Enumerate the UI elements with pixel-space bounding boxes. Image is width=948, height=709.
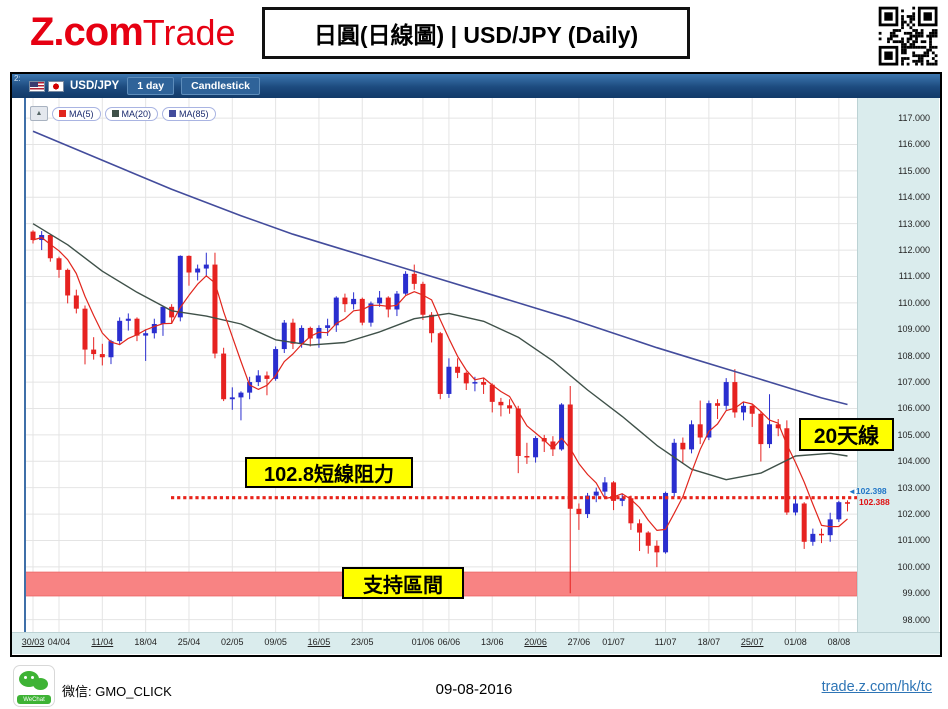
x-axis-label: 01/07 [602, 637, 625, 647]
x-axis-label: 25/07 [740, 637, 764, 647]
legend-collapse-button[interactable]: ▲ [30, 106, 48, 121]
chart-plot[interactable] [23, 98, 858, 632]
x-axis-label: 08/08 [827, 637, 851, 647]
ma20-annotation-text: 20天線 [813, 424, 880, 448]
y-axis-label: 106.000 [897, 403, 930, 414]
x-axis-label: 18/07 [697, 637, 721, 647]
page-title-text: 日圓(日線圖) | USD/JPY (Daily) [313, 22, 639, 48]
ma5-swatch-icon [59, 110, 66, 117]
x-axis-label: 09/05 [264, 637, 287, 647]
y-axis-label: 101.000 [897, 535, 930, 546]
x-axis-label: 13/06 [480, 637, 504, 647]
wechat-account-label: 微信: GMO_CLICK [62, 684, 172, 699]
support-annotation: 支持區間 [342, 567, 464, 599]
price-tag-last: 102.388 [859, 497, 890, 507]
x-axis-label: 02/05 [221, 637, 244, 647]
wechat-eye [24, 676, 27, 679]
y-axis-label: 105.000 [897, 429, 930, 440]
y-axis-label: 111.000 [898, 271, 930, 282]
y-axis-label: 113.000 [898, 218, 930, 229]
pair-label: USD/JPY [70, 80, 120, 92]
x-axis-label: 30/03 [21, 637, 45, 647]
date-axis: 30/03 04/04 11/04 18/04 25/04 02/05 09/05 16/05… [12, 632, 940, 654]
logo-z: Z.com [30, 10, 144, 54]
y-axis-label: 109.000 [897, 324, 930, 335]
y-axis-label: 98.000 [902, 614, 930, 625]
us-flag-icon [29, 80, 45, 92]
timeframe-tab[interactable]: 1 day [127, 77, 175, 95]
y-axis-label: 114.000 [898, 192, 930, 203]
y-axis-label: 116.000 [898, 139, 930, 150]
y-axis-label: 100.000 [897, 561, 930, 572]
chart-toolbar: 2: USD/JPY 1 day Candlestick [12, 74, 940, 98]
x-axis-label: 25/04 [177, 637, 201, 647]
x-axis-label: 11/04 [91, 637, 114, 647]
x-axis-label: 06/06 [437, 637, 461, 647]
jp-flag-icon [48, 80, 64, 92]
price-tag-bid: ◄102.398 [848, 486, 887, 496]
x-axis-label: 27/06 [567, 637, 591, 647]
ma20-annotation: 20天線 [799, 418, 894, 451]
pair-selector[interactable]: USD/JPY [26, 80, 127, 92]
resistance-annotation-text: 102.8短線阻力 [263, 464, 395, 486]
ma85-swatch-icon [169, 110, 177, 117]
y-axis-label: 103.000 [897, 482, 930, 493]
x-axis-label: 23/05 [351, 637, 374, 647]
ma85-legend-pill[interactable]: MA(85) [162, 106, 216, 121]
trade-link[interactable]: trade.z.com/hk/tc [821, 679, 932, 695]
y-axis-label: 112.000 [898, 245, 930, 256]
wechat-badge: WeChat [17, 695, 51, 704]
x-axis-label: 16/05 [307, 637, 331, 647]
wechat-eye [31, 676, 34, 679]
ma20-swatch-icon [111, 110, 119, 117]
y-axis-label: 107.000 [897, 377, 930, 388]
ma5-legend-pill[interactable]: MA(5) [52, 106, 101, 121]
candlestick-canvas[interactable] [23, 98, 858, 632]
y-axis-label: 115.000 [898, 165, 930, 176]
report-date: 09-08-2016 [435, 681, 513, 698]
logo-trade: Trade [142, 12, 236, 53]
y-axis-label: 110.000 [898, 297, 930, 308]
y-axis-label: 99.000 [902, 588, 930, 599]
wechat-bubble-small [33, 678, 48, 690]
ma5-label: MA(5) [69, 108, 94, 119]
x-axis-label: 01/06 [411, 637, 435, 647]
x-axis-label: 20/06 [524, 637, 547, 647]
x-axis-label: 18/04 [134, 637, 157, 647]
chart-type-tab[interactable]: Candlestick [181, 77, 261, 95]
y-axis-label: 117.000 [898, 113, 930, 124]
ma20-legend-pill[interactable]: MA(20) [104, 106, 159, 121]
page-title: 日圓(日線圖) | USD/JPY (Daily) [262, 7, 690, 59]
x-axis-label: 01/08 [784, 637, 807, 647]
qr-code [878, 6, 940, 68]
zcom-trade-logo: Z.comTrade [30, 10, 236, 55]
chart-panel: 2: USD/JPY 1 day Candlestick 117.000 116.… [10, 72, 942, 657]
x-axis-label: 11/07 [654, 637, 677, 647]
y-axis-label: 108.000 [897, 350, 930, 361]
toolbar-index-label: 2: [14, 74, 21, 83]
price-tag-last-value: 102.388 [859, 497, 890, 507]
wechat-icon: WeChat [13, 665, 55, 707]
price-arrow-icon: ◄ [848, 487, 856, 496]
ma20-label: MA(20) [121, 108, 152, 119]
resistance-annotation: 102.8短線阻力 [245, 457, 413, 488]
y-axis-label: 102.000 [897, 509, 930, 520]
ma85-label: MA(85) [179, 108, 209, 119]
price-axis: 117.000 116.000 115.000 114.000 113.000 112.0… [857, 98, 939, 632]
x-axis-label: 04/04 [47, 637, 71, 647]
price-tag-bid-value: 102.398 [855, 486, 887, 496]
support-annotation-text: 支持區間 [363, 574, 443, 597]
y-axis-label: 104.000 [897, 456, 930, 467]
ma-legend: ▲ MA(5) MA(20) MA(85) [30, 106, 216, 121]
